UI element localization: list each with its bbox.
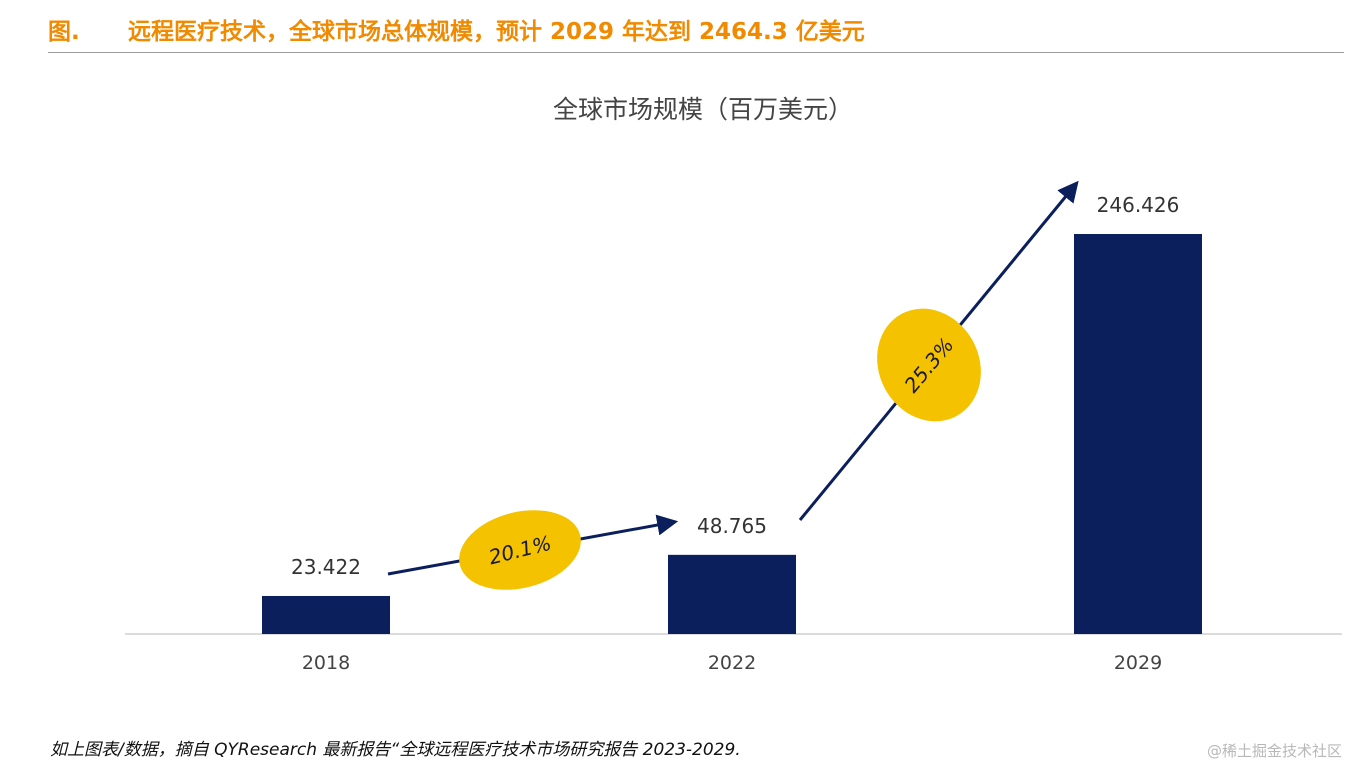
figure-number: 图. (48, 19, 80, 45)
growth-badge-2018-2022 (459, 510, 581, 590)
watermark: @稀土掘金技术社区 (1206, 742, 1342, 760)
chart-title: 全球市场规模（百万美元） (553, 95, 853, 124)
figure-title: 远程医疗技术，全球市场总体规模，预计 2029 年达到 2464.3 亿美元 (128, 19, 865, 45)
source-note: 如上图表/数据，摘自 QYResearch 最新报告“全球远程医疗技术市场研究报… (50, 740, 741, 760)
bar-2022 (668, 554, 796, 634)
figure-header: 图. 远程医疗技术，全球市场总体规模，预计 2029 年达到 2464.3 亿美… (48, 8, 1344, 53)
data-label-2018: 23.422 (291, 555, 361, 579)
data-label-2022: 48.765 (697, 514, 767, 538)
bars: 23.422 2018 48.765 2022 246.426 2029 (262, 193, 1202, 674)
bar-2018 (262, 595, 390, 634)
x-tick-2029: 2029 (1114, 652, 1162, 674)
data-label-2029: 246.426 (1097, 193, 1180, 217)
bar-2029 (1074, 234, 1202, 634)
x-tick-2022: 2022 (708, 652, 756, 674)
growth-annotations: 20.1%25.3% (387, 180, 1079, 590)
x-tick-2018: 2018 (302, 652, 350, 674)
growth-badge-2022-2029 (877, 308, 981, 422)
